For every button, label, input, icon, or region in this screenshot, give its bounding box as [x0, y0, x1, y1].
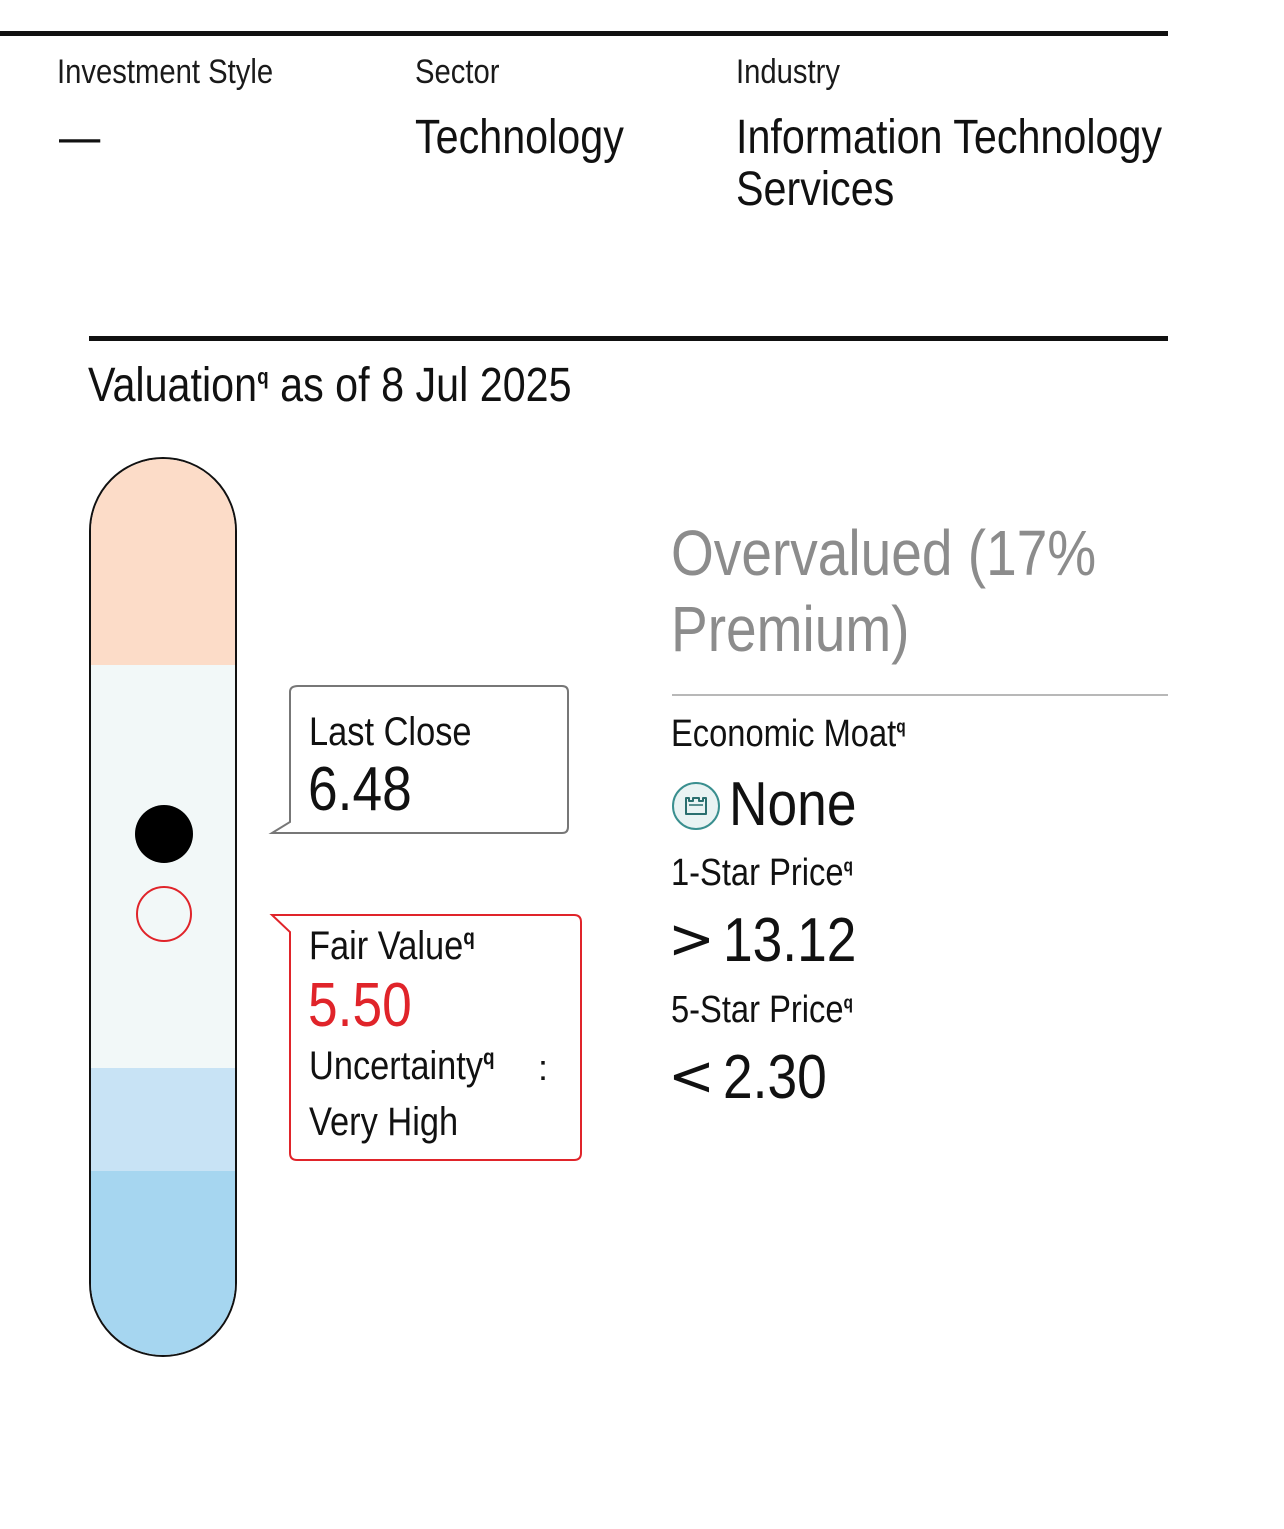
fair-value-callout — [269, 914, 582, 1161]
sector-label: Sector — [415, 53, 500, 91]
five-star-label-row: 5-Star Priceq — [671, 988, 853, 1032]
valuation-divider — [89, 336, 1168, 341]
last-close-callout — [268, 685, 569, 834]
moat-label: Economic Moat — [671, 713, 897, 755]
fair-value-value: 5.50 — [308, 971, 412, 1040]
fair-value-marker — [136, 886, 192, 942]
one-star-info-icon[interactable]: q — [843, 855, 853, 876]
one-star-label-row: 1-Star Priceq — [671, 851, 853, 895]
last-close-value: 6.48 — [308, 755, 412, 824]
investment-style-label: Investment Style — [57, 53, 274, 91]
uncertainty-label: Uncertainty — [309, 1044, 483, 1088]
five-star-label: 5-Star Price — [671, 989, 844, 1031]
gauge-band-fair — [91, 665, 235, 1069]
one-star-label: 1-Star Price — [671, 852, 844, 894]
valuation-title-text: Valuation — [88, 359, 258, 412]
moat-value: None — [729, 770, 857, 839]
uncertainty-value: Very High — [309, 1100, 459, 1144]
sector-value: Technology — [415, 111, 624, 164]
moat-label-row: Economic Moatq — [671, 712, 906, 756]
valuation-title: Valuationq as of 8 Jul 2025 — [88, 358, 572, 414]
five-star-value: 2.30 — [723, 1043, 827, 1112]
moat-info-icon[interactable]: q — [896, 716, 906, 737]
valuation-assessment: Overvalued (17% Premium) — [671, 517, 1097, 665]
castle-icon — [672, 782, 720, 830]
uncertainty-separator: : — [538, 1047, 549, 1088]
five-star-info-icon[interactable]: q — [843, 992, 853, 1013]
uncertainty-info-icon[interactable]: q — [482, 1044, 495, 1070]
fair-value-info-icon[interactable]: q — [463, 924, 475, 950]
callout-bubbles — [268, 685, 582, 1161]
last-close-marker — [135, 805, 193, 863]
top-divider — [0, 31, 1168, 36]
assessment-divider — [672, 694, 1168, 696]
gauge-band-deep-discount — [91, 1171, 235, 1355]
five-star-symbol: < — [668, 1044, 715, 1109]
fair-value-label-row: Fair Valueq — [309, 924, 475, 968]
industry-label: Industry — [736, 53, 841, 91]
gauge-band-premium — [91, 459, 235, 666]
gauge-band-discount — [91, 1068, 235, 1172]
valuation-date: as of 8 Jul 2025 — [280, 359, 572, 412]
one-star-symbol: > — [668, 907, 715, 972]
investment-style-value: — — [59, 111, 101, 164]
uncertainty-label-row: Uncertaintyq — [309, 1044, 495, 1088]
fair-value-label: Fair Value — [309, 924, 464, 968]
valuation-gauge — [89, 457, 237, 1357]
industry-value: Information Technology Services — [736, 111, 1163, 216]
valuation-info-icon[interactable]: q — [257, 364, 269, 389]
last-close-label: Last Close — [309, 710, 472, 754]
one-star-value: 13.12 — [723, 906, 857, 975]
